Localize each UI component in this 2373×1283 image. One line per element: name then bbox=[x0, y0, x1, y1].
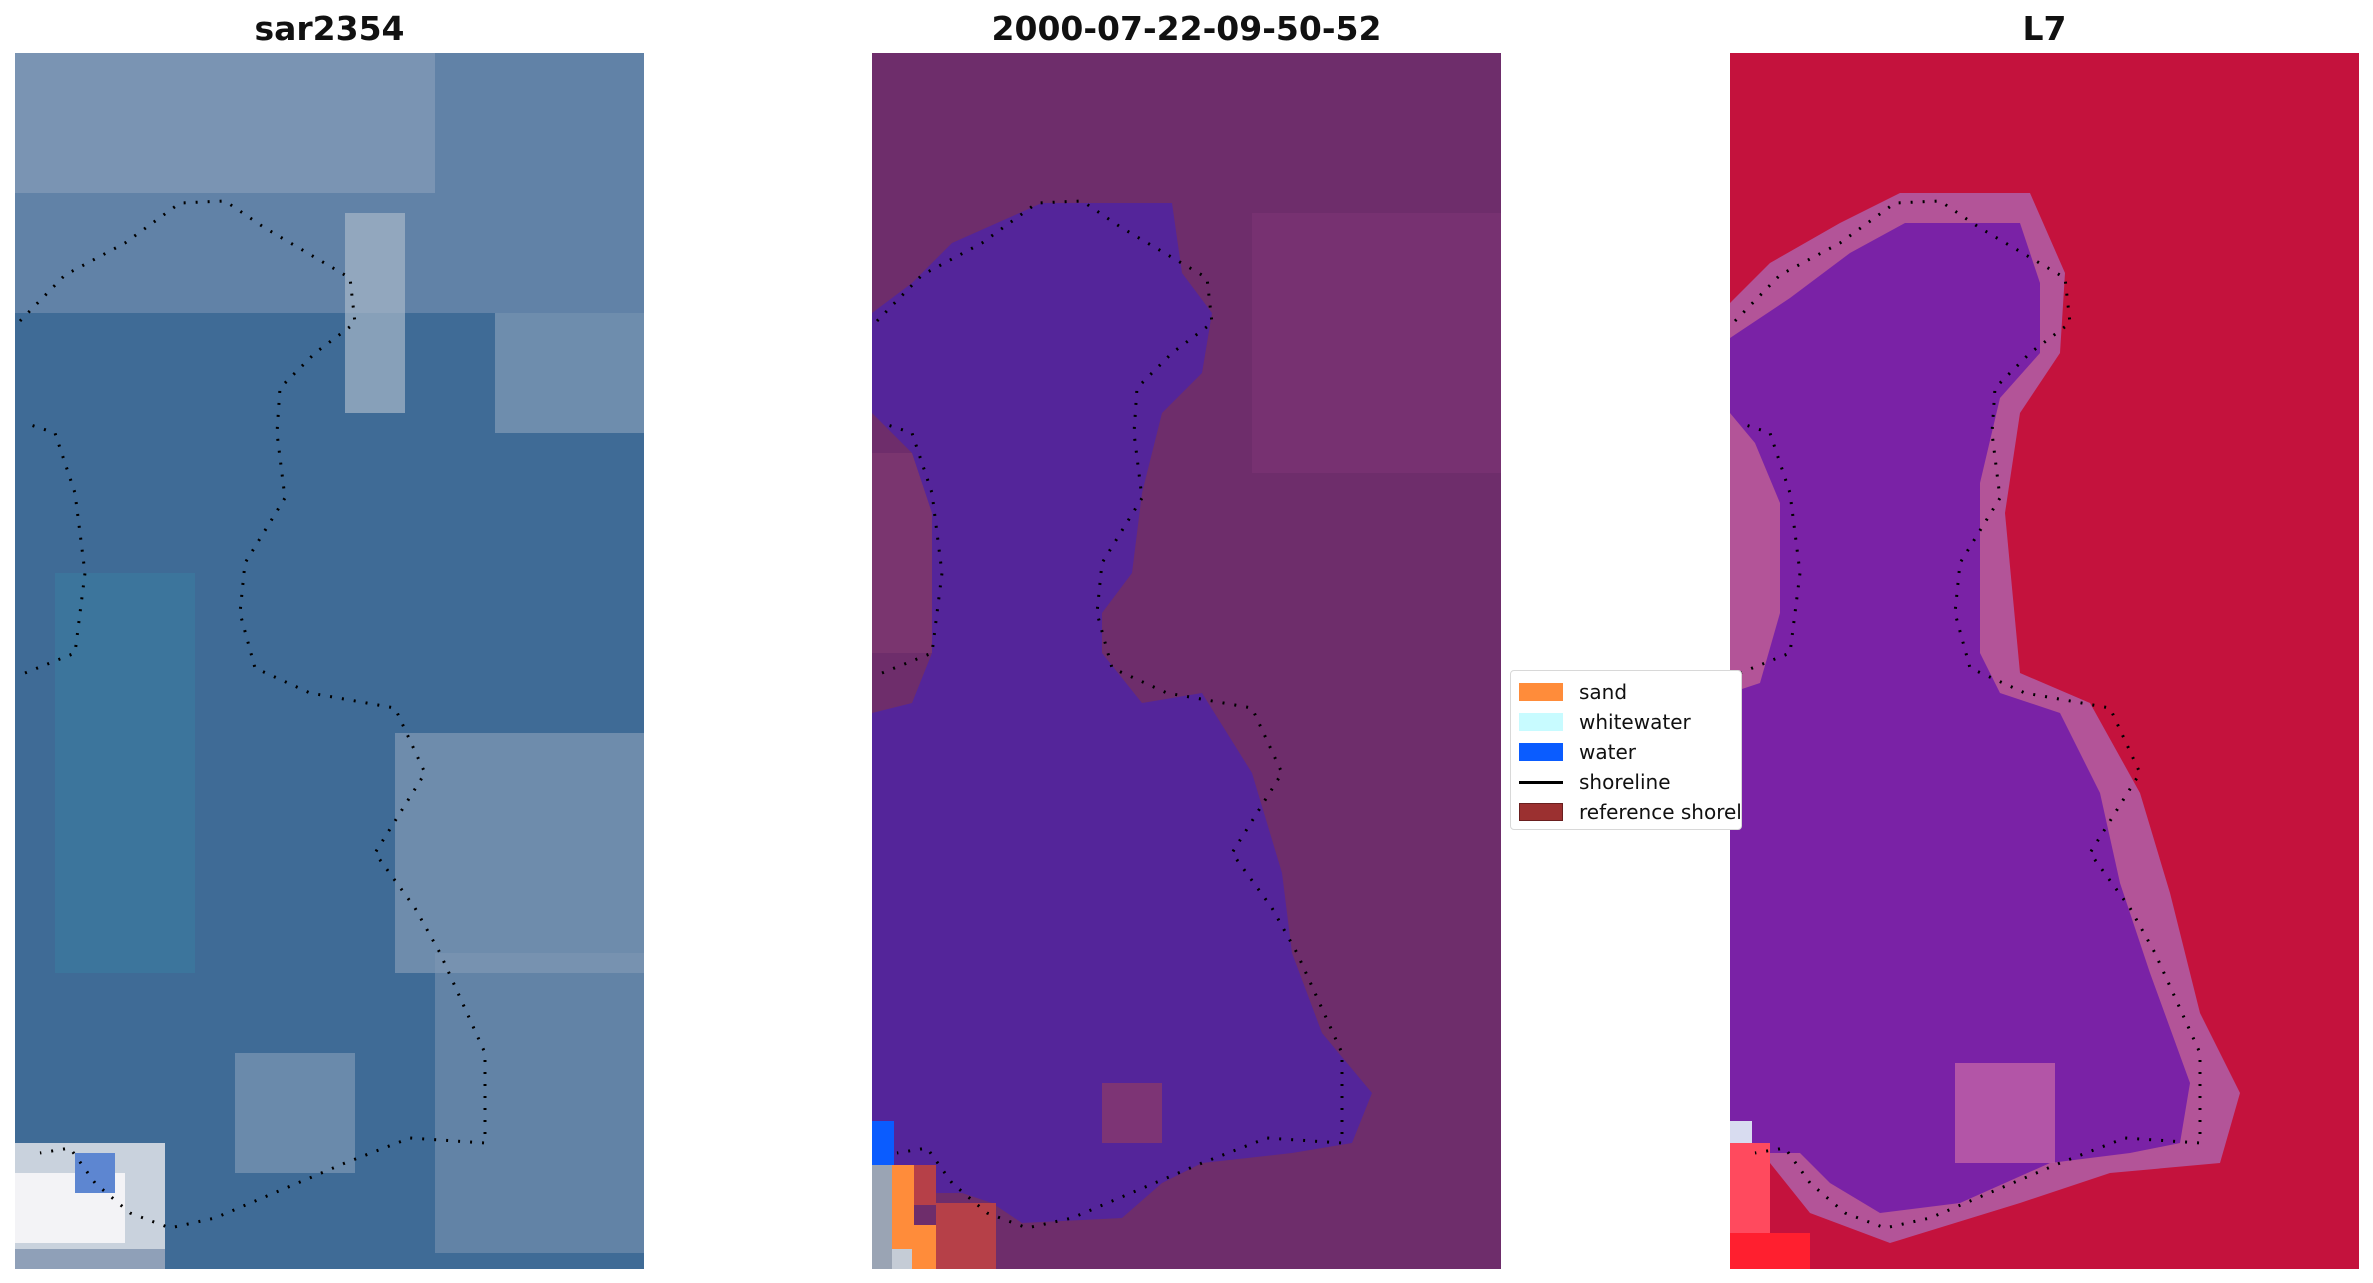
legend-item-water: water bbox=[1519, 739, 1636, 765]
index-water-body bbox=[1730, 223, 2190, 1213]
panel-title-classified: 2000-07-22-09-50-52 bbox=[991, 9, 1382, 48]
whitewater-swatch bbox=[1519, 713, 1563, 731]
reference-shoreline-swatch bbox=[1519, 803, 1563, 821]
legend-item-reference-shoreline: reference shoreline bbox=[1519, 799, 1742, 825]
legend-label-reference-shoreline: reference shoreline bbox=[1579, 800, 1742, 824]
legend-item-whitewater: whitewater bbox=[1519, 709, 1691, 735]
panel-index-image bbox=[1730, 53, 2359, 1269]
legend-label-water: water bbox=[1579, 740, 1636, 764]
panel-title-rgb: sar2354 bbox=[254, 9, 405, 48]
legend-label-shoreline: shoreline bbox=[1579, 770, 1671, 794]
panel-rgb-image bbox=[15, 53, 644, 1269]
shoreline-line-icon bbox=[1519, 780, 1563, 784]
panel-title-mndwi: L7 bbox=[2022, 9, 2067, 48]
legend-item-sand: sand bbox=[1519, 679, 1627, 705]
water-swatch bbox=[1519, 743, 1563, 761]
legend-label-sand: sand bbox=[1579, 680, 1628, 704]
index-raster bbox=[1730, 53, 2359, 1269]
sand-swatch bbox=[1519, 683, 1563, 701]
legend: sand whitewater water shoreline referenc… bbox=[1510, 670, 1742, 830]
panel-classified-image bbox=[872, 53, 1501, 1269]
legend-item-shoreline: shoreline bbox=[1519, 769, 1671, 795]
rgb-raster bbox=[15, 53, 644, 1269]
water-body bbox=[872, 203, 1372, 1223]
classified-raster bbox=[872, 53, 1501, 1269]
legend-label-whitewater: whitewater bbox=[1579, 710, 1691, 734]
